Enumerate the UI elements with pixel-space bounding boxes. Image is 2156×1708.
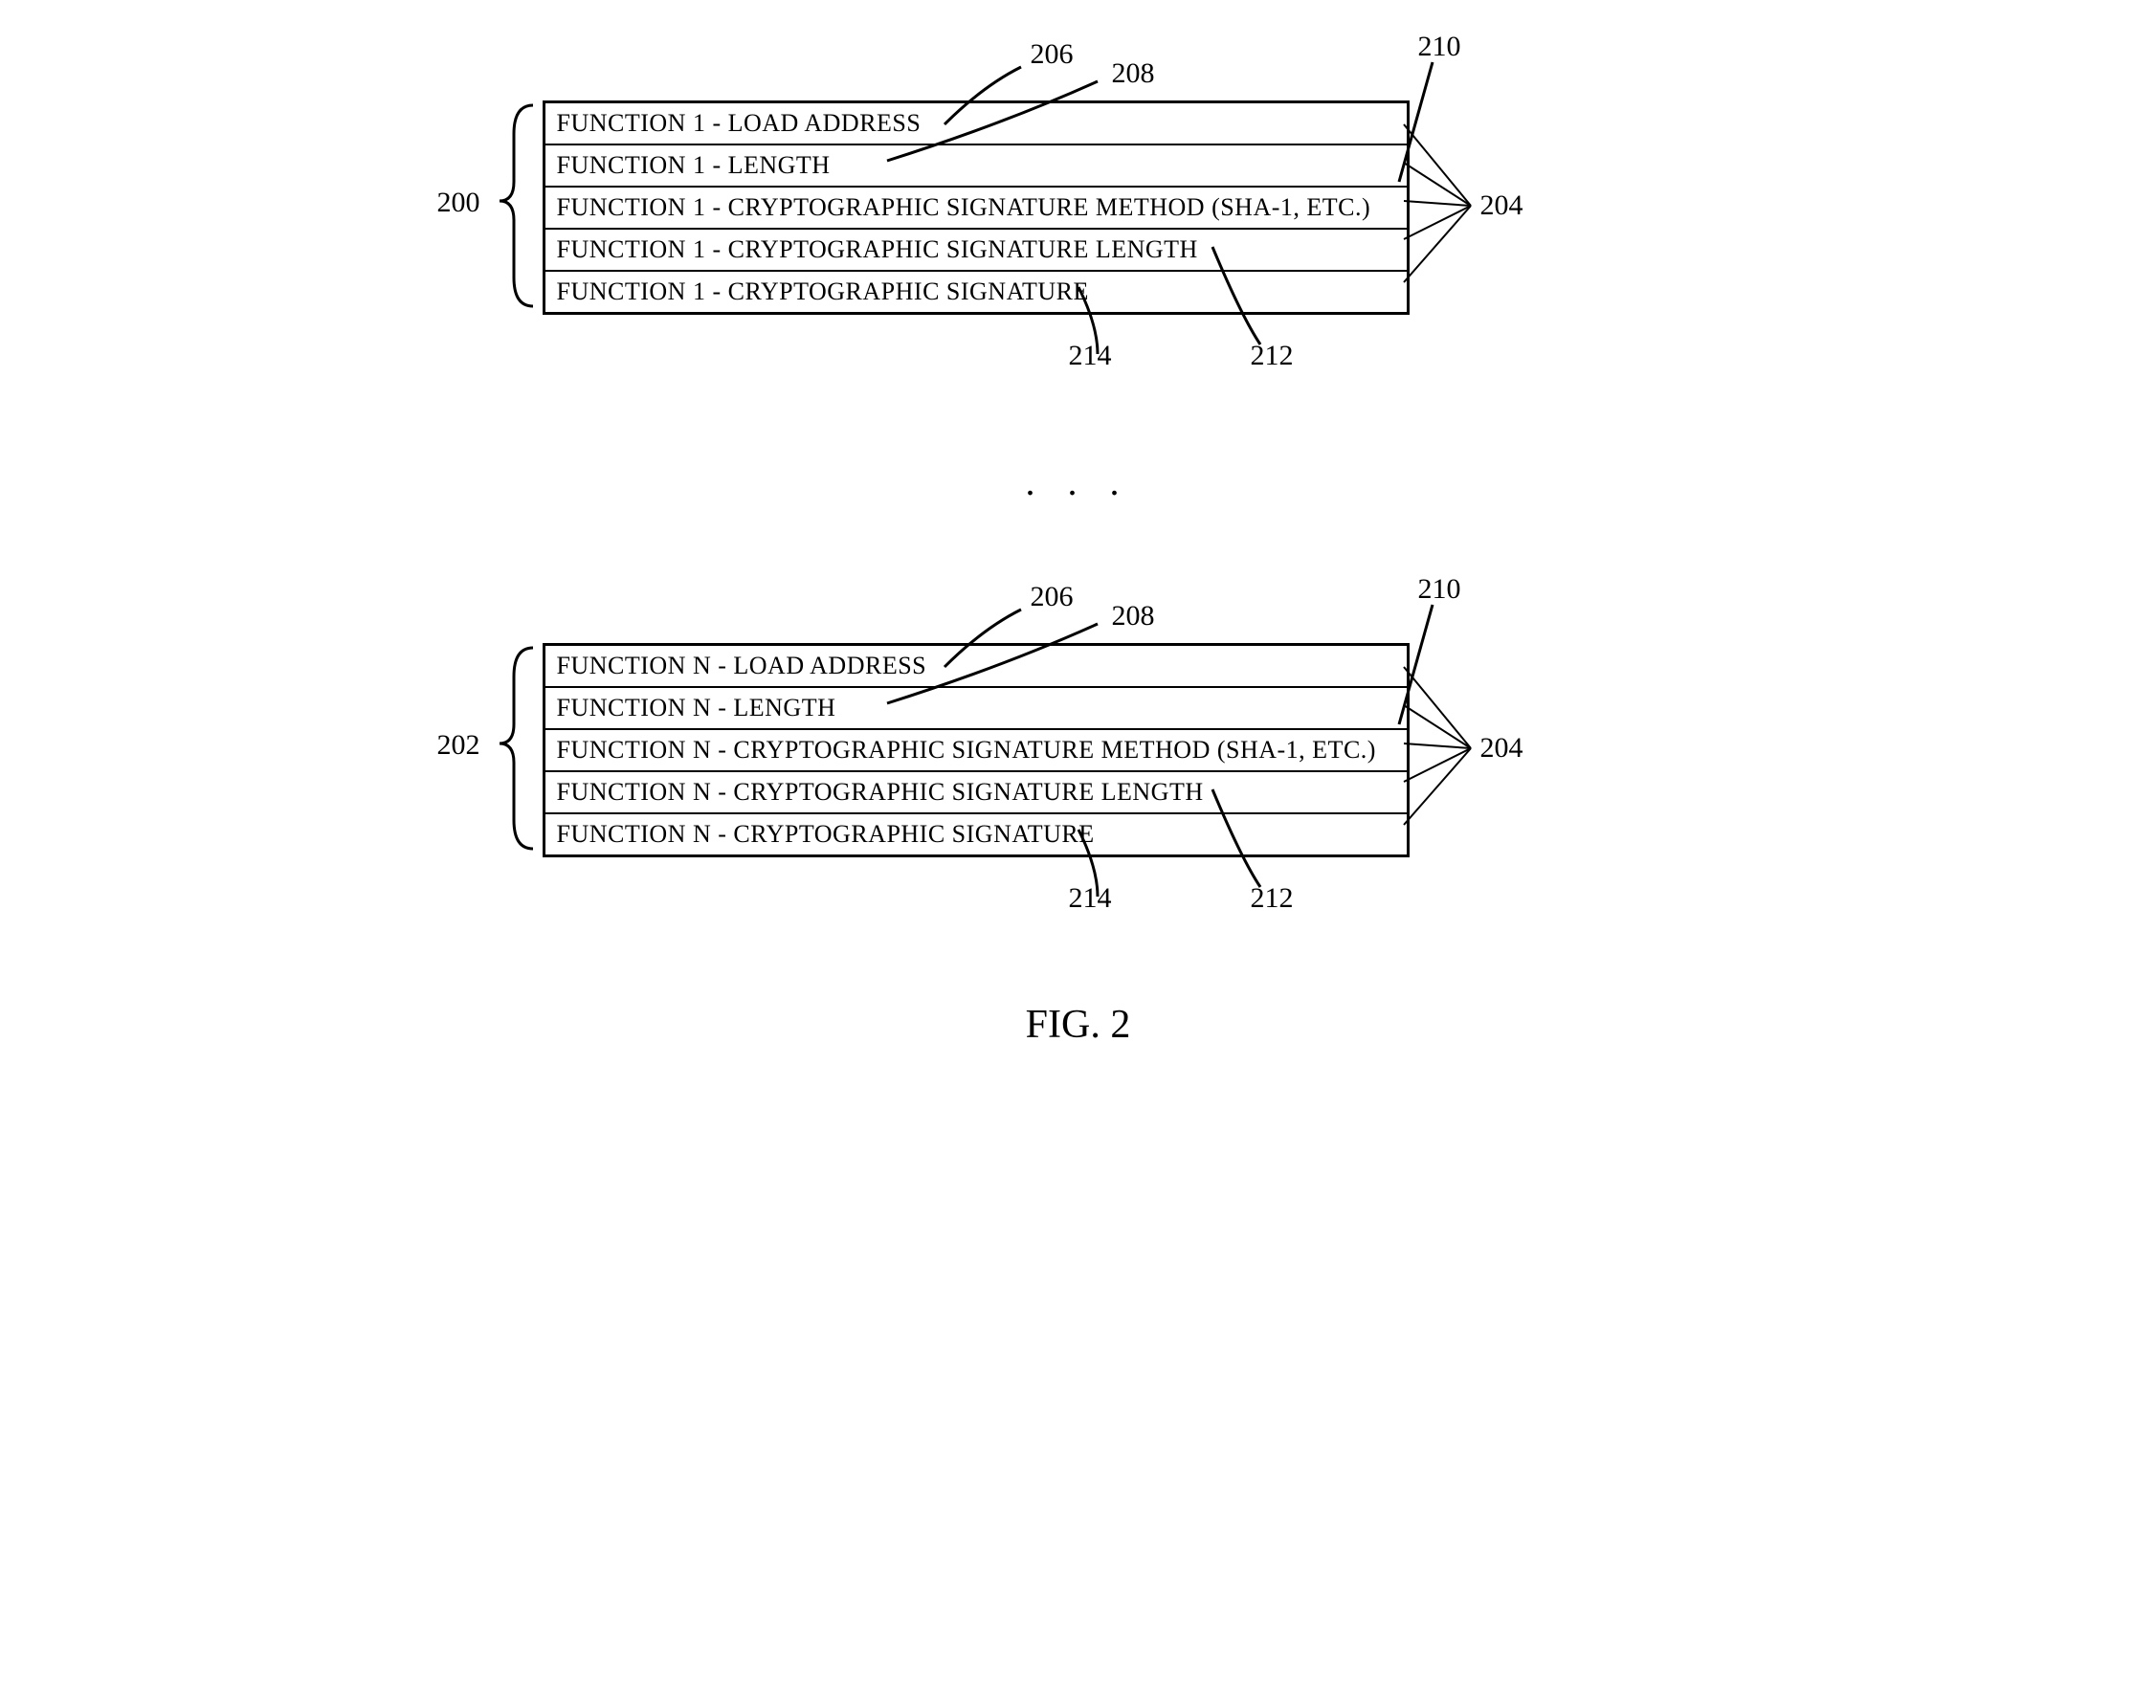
table-row: FUNCTION 1 - LOAD ADDRESS (545, 103, 1407, 145)
table-row: FUNCTION N - LOAD ADDRESS (545, 646, 1407, 688)
table-block-n: FUNCTION N - LOAD ADDRESS FUNCTION N - L… (543, 643, 1410, 857)
ref-204-b2: 204 (1480, 732, 1523, 765)
function-block-n: 202 206 208 210 212 214 204 FUNCTION N -… (409, 581, 1748, 925)
ref-214-b1: 214 (1069, 340, 1112, 372)
table-row: FUNCTION 1 - CRYPTOGRAPHIC SIGNATURE LEN… (545, 230, 1407, 272)
ref-200: 200 (437, 187, 480, 219)
table-row: FUNCTION N - CRYPTOGRAPHIC SIGNATURE LEN… (545, 772, 1407, 814)
ref-206-b1: 206 (1031, 38, 1074, 71)
figure-caption: FIG. 2 (409, 1002, 1748, 1048)
ref-212-b1: 212 (1251, 340, 1294, 372)
table-row: FUNCTION 1 - LENGTH (545, 145, 1407, 188)
table-row: FUNCTION N - CRYPTOGRAPHIC SIGNATURE (545, 814, 1407, 854)
ref-208-b1: 208 (1112, 57, 1155, 90)
table-row: FUNCTION 1 - CRYPTOGRAPHIC SIGNATURE MET… (545, 188, 1407, 230)
ref-214-b2: 214 (1069, 882, 1112, 915)
ref-208-b2: 208 (1112, 600, 1155, 632)
ref-210-b1: 210 (1418, 31, 1461, 63)
ref-212-b2: 212 (1251, 882, 1294, 915)
function-block-1: 200 206 208 210 212 214 204 FUNCTION 1 -… (409, 38, 1748, 383)
table-row: FUNCTION N - CRYPTOGRAPHIC SIGNATURE MET… (545, 730, 1407, 772)
table-row: FUNCTION N - LENGTH (545, 688, 1407, 730)
figure-container: 200 206 208 210 212 214 204 FUNCTION 1 -… (409, 38, 1748, 1048)
ellipsis: . . . (409, 459, 1748, 504)
ref-202: 202 (437, 729, 480, 762)
ref-210-b2: 210 (1418, 573, 1461, 606)
ref-206-b2: 206 (1031, 581, 1074, 613)
table-row: FUNCTION 1 - CRYPTOGRAPHIC SIGNATURE (545, 272, 1407, 312)
ref-204-b1: 204 (1480, 189, 1523, 222)
table-block-1: FUNCTION 1 - LOAD ADDRESS FUNCTION 1 - L… (543, 100, 1410, 315)
